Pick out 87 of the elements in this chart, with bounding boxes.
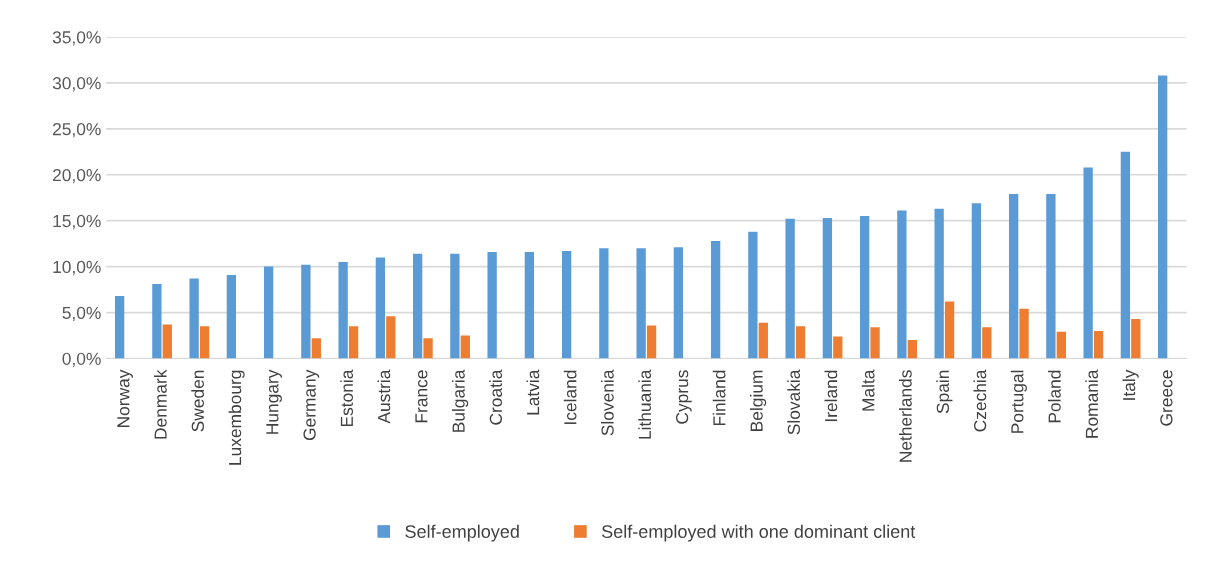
x-tick-label: Cyprus	[675, 370, 692, 424]
x-tick-label: Italy	[1122, 369, 1139, 400]
x-tick-label: Norway	[117, 369, 133, 427]
bar	[114, 296, 125, 359]
bar	[599, 248, 609, 359]
bar	[1019, 308, 1029, 359]
x-tick-label: Estonia	[340, 369, 353, 427]
bar	[833, 336, 843, 359]
y-tick-label: 15,0%	[53, 214, 101, 230]
bar	[199, 326, 210, 359]
bar	[944, 301, 955, 359]
bar	[524, 251, 535, 359]
bar	[897, 210, 907, 359]
x-tick-label: Lithuania	[638, 369, 652, 439]
x-tick-label: Austria	[377, 369, 391, 424]
bar	[412, 253, 423, 359]
x-tick-label: Poland	[1048, 370, 1061, 423]
bar	[1131, 318, 1141, 359]
y-tick-label: 35,0%	[52, 31, 101, 46]
x-tick-label: Netherlands	[899, 370, 912, 462]
x-tick-label: Slovenia	[601, 369, 614, 436]
bar	[263, 266, 274, 359]
bar	[971, 203, 982, 359]
x-tick-label: France	[415, 370, 428, 423]
bar	[636, 248, 646, 359]
bar	[795, 326, 806, 359]
y-tick-label: 20,0%	[53, 168, 101, 184]
x-tick-label: Malta	[861, 369, 875, 411]
y-tick-label: 25,0%	[53, 123, 101, 138]
x-tick-label: Finland	[712, 370, 726, 426]
x-tick-label: Czechia	[973, 369, 987, 432]
bar	[1120, 151, 1131, 359]
bar	[311, 338, 321, 359]
bar	[189, 278, 199, 359]
bar	[338, 262, 348, 359]
bar	[748, 231, 758, 359]
bar	[152, 284, 162, 359]
y-tick-label: 30,0%	[52, 77, 101, 92]
x-tick-label: Spain	[936, 370, 953, 414]
legend-label: Self-employed with one dominant client	[601, 524, 916, 542]
x-tick-label: Luxembourg	[228, 370, 245, 465]
bar	[226, 274, 237, 359]
bar	[386, 316, 396, 359]
bar	[1157, 75, 1168, 359]
x-tick-label: Iceland	[563, 370, 577, 424]
bar	[162, 324, 172, 359]
bar	[487, 251, 497, 359]
bar	[1083, 167, 1093, 359]
x-tick-label: Germany	[303, 369, 320, 441]
bar	[1056, 331, 1066, 359]
x-tick-label: Romania	[1085, 369, 1099, 438]
x-tick-label: Ireland	[824, 370, 838, 422]
x-tick-label: Greece	[1160, 370, 1173, 426]
bar	[423, 338, 433, 359]
bar	[934, 208, 944, 359]
legend-label: Self-employed	[405, 524, 519, 542]
bar	[785, 218, 795, 359]
bar	[859, 216, 870, 359]
y-tick-label: 10,0%	[53, 260, 101, 276]
y-tick-label: 0,0%	[62, 352, 101, 367]
x-tick-label: Portugal	[1010, 370, 1027, 433]
bar	[870, 327, 880, 359]
bar	[1008, 194, 1019, 359]
bar	[1046, 194, 1056, 359]
bar	[348, 326, 359, 359]
bar	[646, 325, 657, 359]
bar	[907, 340, 917, 359]
x-tick-label: Croatia	[489, 369, 503, 425]
x-tick-label: Belgium	[750, 370, 767, 431]
x-tick-label: Bulgaria	[452, 369, 469, 432]
x-tick-label: Slovakia	[787, 369, 801, 435]
bar	[982, 327, 992, 359]
bar	[758, 322, 768, 359]
x-tick-label: Sweden	[191, 370, 204, 432]
bar	[301, 264, 311, 359]
bar	[460, 335, 470, 359]
bar	[450, 253, 460, 359]
y-tick-label: 5,0%	[62, 306, 101, 322]
x-tick-label: Latvia	[526, 369, 540, 415]
bar	[673, 247, 684, 359]
bar	[375, 257, 386, 359]
bar	[710, 240, 721, 359]
bar	[822, 217, 833, 359]
x-tick-label: Denmark	[154, 369, 167, 439]
x-tick-label: Hungary	[266, 369, 282, 434]
bar	[1093, 330, 1104, 359]
bar	[561, 251, 572, 359]
